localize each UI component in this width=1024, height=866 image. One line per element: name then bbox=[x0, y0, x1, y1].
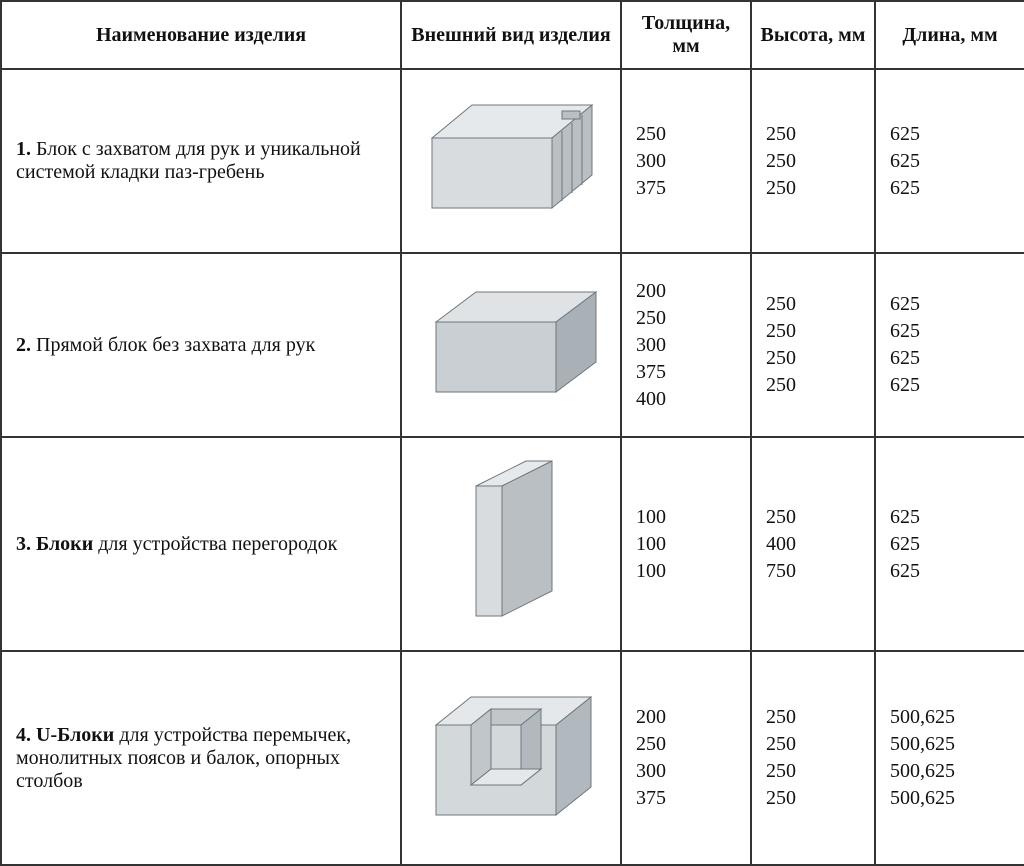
thickness-cell: 200 250 300 375 bbox=[621, 651, 751, 865]
col-header-length: Длина, мм bbox=[875, 1, 1024, 69]
thickness-cell: 100 100 100 bbox=[621, 437, 751, 651]
length-cell: 625 625 625 bbox=[875, 69, 1024, 253]
length-cell-values: 625 625 625 625 bbox=[890, 291, 1014, 399]
product-image-cell bbox=[401, 437, 621, 651]
height-cell-values: 250 250 250 250 bbox=[766, 704, 864, 812]
length-cell: 500,625 500,625 500,625 500,625 bbox=[875, 651, 1024, 865]
thickness-cell: 200 250 300 375 400 bbox=[621, 253, 751, 437]
product-title: Блок с захватом для рук и уникальной сис… bbox=[16, 138, 361, 183]
thickness-cell-values: 200 250 300 375 bbox=[636, 704, 740, 812]
product-title-strong: U-Блоки bbox=[36, 724, 114, 746]
thickness-cell-values: 100 100 100 bbox=[636, 504, 740, 585]
thickness-cell-values: 250 300 375 bbox=[636, 121, 740, 202]
height-cell: 250 250 250 250 bbox=[751, 651, 875, 865]
col-header-name: Наименование изделия bbox=[1, 1, 401, 69]
col-header-thick: Толщина, мм bbox=[621, 1, 751, 69]
col-header-height: Высота, мм bbox=[751, 1, 875, 69]
col-header-image: Внешний вид изделия bbox=[401, 1, 621, 69]
length-cell-values: 625 625 625 bbox=[890, 504, 1014, 585]
length-cell: 625 625 625 bbox=[875, 437, 1024, 651]
block-illustration bbox=[416, 282, 606, 402]
block-illustration bbox=[436, 456, 586, 626]
table-header-row: Наименование изделия Внешний вид изделия… bbox=[1, 1, 1024, 69]
block-illustration bbox=[412, 93, 612, 223]
table-row: 4. U-Блоки для устройства перемычек, мон… bbox=[1, 651, 1024, 865]
length-cell-values: 625 625 625 bbox=[890, 121, 1014, 202]
thickness-cell-values: 200 250 300 375 400 bbox=[636, 278, 740, 413]
product-name-cell: 1. Блок с захватом для рук и уникальной … bbox=[1, 69, 401, 253]
height-cell: 250 250 250 bbox=[751, 69, 875, 253]
height-cell-values: 250 400 750 bbox=[766, 504, 864, 585]
product-spec-table: Наименование изделия Внешний вид изделия… bbox=[0, 0, 1024, 866]
height-cell: 250 250 250 250 bbox=[751, 253, 875, 437]
product-title: для устройства перегородок bbox=[93, 533, 337, 555]
product-title-strong: Блоки bbox=[36, 533, 93, 555]
row-number: 4. bbox=[16, 724, 31, 746]
table-row: 3. Блоки для устройства перегородок 100 … bbox=[1, 437, 1024, 651]
height-cell-values: 250 250 250 250 bbox=[766, 291, 864, 399]
product-name-cell: 3. Блоки для устройства перегородок bbox=[1, 437, 401, 651]
table-row: 2. Прямой блок без захвата для рук 200 2… bbox=[1, 253, 1024, 437]
product-title: Прямой блок без захвата для рук bbox=[36, 334, 315, 356]
row-number: 3. bbox=[16, 533, 31, 555]
product-image-cell bbox=[401, 253, 621, 437]
height-cell: 250 400 750 bbox=[751, 437, 875, 651]
row-number: 2. bbox=[16, 334, 31, 356]
row-number: 1. bbox=[16, 138, 31, 160]
product-image-cell bbox=[401, 69, 621, 253]
table-row: 1. Блок с захватом для рук и уникальной … bbox=[1, 69, 1024, 253]
height-cell-values: 250 250 250 bbox=[766, 121, 864, 202]
product-image-cell bbox=[401, 651, 621, 865]
thickness-cell: 250 300 375 bbox=[621, 69, 751, 253]
length-cell-values: 500,625 500,625 500,625 500,625 bbox=[890, 704, 1014, 812]
product-name-cell: 4. U-Блоки для устройства перемычек, мон… bbox=[1, 651, 401, 865]
block-illustration bbox=[416, 675, 606, 835]
length-cell: 625 625 625 625 bbox=[875, 253, 1024, 437]
product-name-cell: 2. Прямой блок без захвата для рук bbox=[1, 253, 401, 437]
